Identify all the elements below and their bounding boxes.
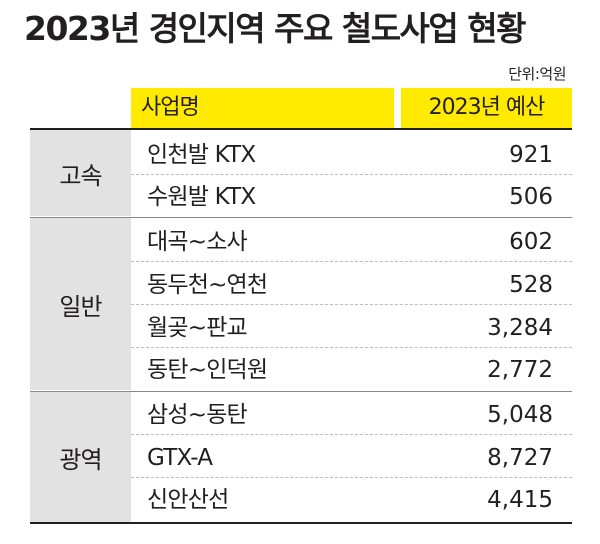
project-budget: 2,772: [487, 357, 553, 383]
project-name: 동탄~인덕원: [147, 357, 268, 383]
header-project-name: 사업명: [131, 88, 394, 128]
category-cell: 일반: [30, 218, 131, 390]
row-divider: [131, 174, 572, 175]
project-name: 수원발 KTX: [147, 184, 256, 210]
page-title: 2023년 경인지역 주요 철도사업 현황: [24, 9, 526, 48]
unit-label: 단위:억원: [508, 65, 566, 83]
table-top-rule: [30, 128, 572, 130]
project-name: 삼성~동탄: [147, 402, 248, 428]
category-cell: 고속: [30, 130, 131, 216]
project-name: 대곡~소사: [147, 229, 248, 255]
row-divider: [131, 434, 572, 435]
project-budget: 506: [509, 184, 553, 210]
project-budget: 4,415: [487, 487, 553, 513]
project-budget: 3,284: [487, 315, 553, 341]
row-divider: [131, 304, 572, 305]
row-divider: [131, 347, 572, 348]
table-bottom-rule: [30, 522, 572, 524]
project-budget: 921: [509, 142, 553, 168]
project-name: 신안산선: [147, 487, 229, 513]
project-name: 동두천~연천: [147, 272, 268, 298]
header-budget: 2023년 예산: [401, 88, 572, 128]
project-budget: 8,727: [487, 445, 553, 471]
project-budget: 528: [509, 272, 553, 298]
table-header: 사업명 2023년 예산: [131, 88, 572, 128]
project-budget: 602: [509, 229, 553, 255]
project-name: GTX-A: [147, 445, 213, 471]
category-cell: 광역: [30, 392, 131, 522]
header-gap: [394, 88, 401, 128]
row-divider: [131, 477, 572, 478]
group-divider: [30, 391, 572, 392]
row-divider: [131, 261, 572, 262]
group-divider: [30, 217, 572, 218]
project-budget: 5,048: [487, 402, 553, 428]
project-name: 월곶~판교: [147, 315, 248, 341]
project-name: 인천발 KTX: [147, 142, 256, 168]
